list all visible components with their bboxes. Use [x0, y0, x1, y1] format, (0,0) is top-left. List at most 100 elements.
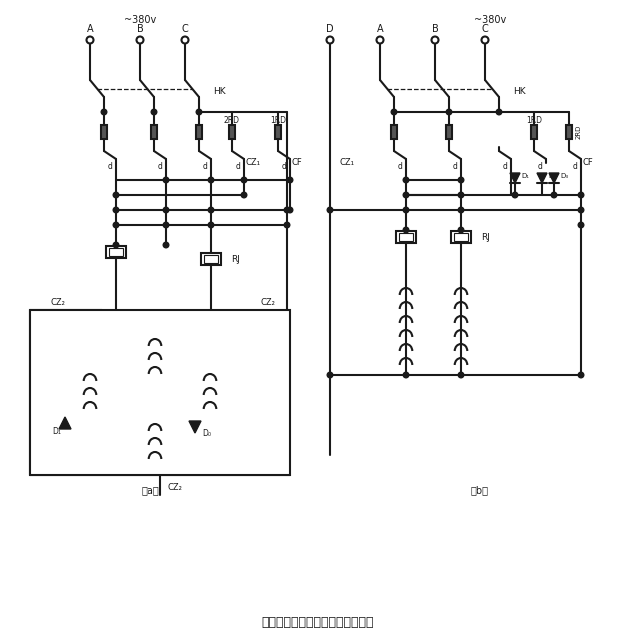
Circle shape: [458, 207, 464, 212]
Text: 2RD: 2RD: [576, 125, 582, 139]
Bar: [399, 233, 413, 241]
Bar: [106, 246, 126, 258]
Text: RJ: RJ: [482, 232, 490, 241]
Text: HK: HK: [213, 86, 225, 95]
Polygon shape: [59, 417, 71, 429]
Text: （a）: （a）: [141, 485, 159, 495]
Circle shape: [496, 109, 502, 115]
Bar: [101, 125, 107, 139]
Circle shape: [512, 192, 518, 198]
Circle shape: [208, 177, 214, 183]
Text: 2RD: 2RD: [224, 115, 240, 125]
Text: ~380v: ~380v: [124, 15, 156, 25]
Bar: [391, 125, 397, 139]
Text: D₀: D₀: [203, 429, 211, 438]
Text: RJ: RJ: [232, 255, 240, 264]
Text: C: C: [182, 24, 189, 34]
Bar: [531, 125, 537, 139]
Circle shape: [208, 207, 214, 212]
Text: d: d: [157, 161, 162, 170]
Text: D₁: D₁: [521, 173, 529, 179]
Text: D₁: D₁: [53, 426, 61, 435]
Bar: [196, 125, 202, 139]
Polygon shape: [549, 173, 559, 183]
Bar: [451, 231, 471, 243]
Text: d: d: [538, 161, 543, 170]
Text: d: d: [397, 161, 403, 170]
Bar: [396, 231, 416, 243]
Circle shape: [403, 177, 409, 183]
Circle shape: [208, 222, 214, 228]
Text: d: d: [108, 161, 113, 170]
Polygon shape: [537, 173, 547, 183]
Circle shape: [458, 227, 464, 233]
Circle shape: [578, 192, 583, 198]
Text: A: A: [87, 24, 93, 34]
Circle shape: [403, 192, 409, 198]
Circle shape: [446, 109, 452, 115]
Text: CF: CF: [583, 157, 594, 166]
Circle shape: [458, 177, 464, 183]
Circle shape: [578, 372, 583, 378]
Circle shape: [287, 177, 293, 183]
Text: D₃: D₃: [560, 173, 568, 179]
Circle shape: [284, 207, 290, 212]
Circle shape: [101, 109, 107, 115]
Circle shape: [458, 372, 464, 378]
Circle shape: [241, 192, 247, 198]
Text: CZ₁: CZ₁: [246, 157, 261, 166]
Text: C: C: [482, 24, 489, 34]
Circle shape: [327, 207, 333, 212]
Bar: [30, 310, 290, 475]
Circle shape: [113, 192, 118, 198]
Text: CF: CF: [292, 157, 303, 166]
Text: B: B: [432, 24, 438, 34]
Circle shape: [163, 242, 169, 248]
Text: d: d: [282, 161, 287, 170]
Circle shape: [327, 372, 333, 378]
Bar: [566, 125, 572, 139]
Text: D₂: D₂: [548, 173, 556, 179]
Circle shape: [113, 222, 118, 228]
Circle shape: [284, 222, 290, 228]
Circle shape: [578, 222, 583, 228]
Circle shape: [163, 207, 169, 212]
Text: CZ₂: CZ₂: [50, 298, 66, 307]
Text: d: d: [573, 161, 577, 170]
Text: 一种三相异步电动机低速运行方法: 一种三相异步电动机低速运行方法: [262, 616, 375, 628]
Circle shape: [163, 222, 169, 228]
Circle shape: [151, 109, 157, 115]
Text: B: B: [136, 24, 143, 34]
Bar: [454, 233, 468, 241]
Circle shape: [403, 372, 409, 378]
Circle shape: [578, 207, 583, 212]
Circle shape: [113, 242, 118, 248]
Polygon shape: [189, 421, 201, 433]
Circle shape: [458, 192, 464, 198]
Text: CZ₁: CZ₁: [340, 157, 355, 166]
Text: CZ₂: CZ₂: [168, 483, 182, 492]
Text: 1RD: 1RD: [526, 115, 542, 125]
Bar: [204, 255, 218, 263]
Text: d: d: [236, 161, 240, 170]
Circle shape: [551, 192, 557, 198]
Circle shape: [403, 227, 409, 233]
Text: D: D: [326, 24, 334, 34]
Text: d: d: [503, 161, 508, 170]
Bar: [229, 125, 235, 139]
Bar: [275, 125, 281, 139]
Bar: [151, 125, 157, 139]
Circle shape: [196, 109, 202, 115]
Text: 1RD: 1RD: [270, 115, 286, 125]
Text: d: d: [203, 161, 208, 170]
Text: ~380v: ~380v: [474, 15, 506, 25]
Text: CZ₂: CZ₂: [261, 298, 275, 307]
Circle shape: [241, 177, 247, 183]
Bar: [109, 248, 123, 256]
Text: HK: HK: [513, 86, 526, 95]
Circle shape: [163, 177, 169, 183]
Circle shape: [391, 109, 397, 115]
Text: d: d: [452, 161, 457, 170]
Text: （b）: （b）: [471, 485, 489, 495]
Circle shape: [113, 207, 118, 212]
